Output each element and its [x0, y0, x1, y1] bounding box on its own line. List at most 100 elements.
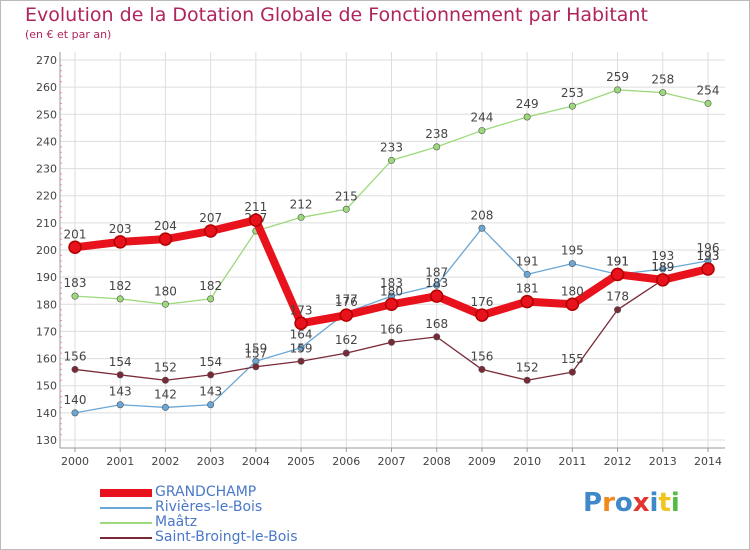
- data-point: [610, 267, 625, 282]
- data-label: 259: [606, 70, 629, 84]
- legend-swatch: [100, 507, 152, 509]
- data-point: [568, 102, 576, 110]
- logo-letter: t: [658, 488, 671, 518]
- data-label: 156: [470, 349, 493, 363]
- data-point: [116, 401, 124, 409]
- logo-letter: o: [614, 488, 633, 518]
- data-label: 143: [199, 385, 222, 399]
- data-point: [297, 213, 305, 221]
- data-point: [565, 297, 580, 312]
- y-tick-label: 130: [36, 434, 57, 447]
- x-tick-label: 2007: [378, 455, 406, 468]
- data-point: [614, 86, 622, 94]
- data-point: [475, 308, 489, 322]
- data-point: [342, 349, 350, 357]
- data-label: 191: [606, 254, 629, 268]
- data-label: 208: [470, 208, 493, 222]
- data-label: 215: [335, 189, 358, 203]
- data-point: [71, 365, 79, 373]
- data-label: 207: [199, 211, 222, 225]
- y-tick-label: 140: [36, 407, 57, 420]
- data-label: 177: [335, 292, 358, 306]
- x-tick-label: 2003: [197, 455, 225, 468]
- legend-swatch: [100, 522, 152, 524]
- logo-letter: x: [632, 488, 650, 518]
- data-point: [249, 213, 263, 227]
- data-label: 162: [335, 333, 358, 347]
- data-label: 173: [290, 303, 313, 317]
- data-label: 152: [154, 360, 177, 374]
- x-tick-label: 2004: [242, 455, 270, 468]
- data-label: 187: [425, 265, 448, 279]
- data-point: [297, 344, 305, 352]
- data-point: [116, 295, 124, 303]
- y-tick-label: 160: [36, 353, 57, 366]
- data-label: 211: [244, 200, 267, 214]
- data-label: 258: [651, 73, 674, 87]
- x-tick-label: 2002: [151, 455, 179, 468]
- legend-label: Rivières-le-Bois: [155, 499, 263, 515]
- data-label: 238: [425, 127, 448, 141]
- data-point: [252, 363, 260, 371]
- data-point: [203, 224, 218, 238]
- data-label: 254: [697, 83, 720, 97]
- data-point: [568, 368, 576, 376]
- data-point: [433, 333, 441, 341]
- data-point: [207, 371, 215, 379]
- data-label: 159: [290, 341, 313, 355]
- y-tick-label: 190: [36, 271, 57, 284]
- x-tick-label: 2011: [558, 455, 586, 468]
- data-label: 142: [154, 387, 177, 401]
- data-label: 181: [516, 282, 539, 296]
- legend-swatch: [100, 489, 152, 497]
- data-label: 152: [516, 360, 539, 374]
- data-label: 189: [651, 260, 674, 274]
- data-point: [614, 306, 622, 314]
- y-tick-label: 260: [36, 81, 57, 94]
- logo-letter: r: [602, 488, 615, 518]
- x-tick-label: 2005: [287, 455, 315, 468]
- data-label: 195: [561, 244, 584, 258]
- data-label: 154: [109, 355, 132, 369]
- logo-letter: i: [670, 488, 680, 518]
- y-tick-label: 270: [36, 54, 57, 67]
- y-tick-label: 200: [36, 244, 57, 257]
- data-point: [704, 99, 712, 107]
- data-point: [71, 292, 79, 300]
- x-tick-label: 2012: [604, 455, 632, 468]
- data-label: 180: [561, 284, 584, 298]
- data-point: [478, 127, 486, 135]
- data-point: [433, 281, 441, 289]
- data-label: 193: [651, 249, 674, 263]
- data-label: 176: [470, 295, 493, 309]
- x-tick-label: 2006: [332, 455, 360, 468]
- data-label: 183: [64, 276, 87, 290]
- x-tick-label: 2013: [649, 455, 677, 468]
- data-label: 183: [380, 276, 403, 290]
- data-label: 180: [154, 284, 177, 298]
- data-label: 196: [697, 241, 720, 255]
- chart-subtitle: (en € et par an): [25, 28, 112, 41]
- y-tick-label: 220: [36, 190, 57, 203]
- data-point: [523, 113, 531, 121]
- data-label: 189: [651, 260, 674, 274]
- data-point: [68, 240, 82, 255]
- data-label: 191: [606, 254, 629, 268]
- data-label: 183: [425, 276, 448, 290]
- x-tick-label: 2001: [106, 455, 134, 468]
- y-tick-label: 150: [36, 380, 57, 393]
- legend-label: Saint-Broingt-le-Bois: [155, 529, 298, 545]
- logo-letter: P: [583, 488, 603, 518]
- data-point: [520, 294, 534, 309]
- data-label: 155: [561, 352, 584, 366]
- data-label: 249: [516, 97, 539, 111]
- data-point: [294, 316, 308, 331]
- data-label: 159: [244, 341, 267, 355]
- data-point: [478, 224, 486, 232]
- data-point: [116, 371, 124, 379]
- legend-label: Maâtz: [155, 514, 198, 530]
- data-point: [387, 338, 395, 346]
- data-point: [113, 235, 127, 249]
